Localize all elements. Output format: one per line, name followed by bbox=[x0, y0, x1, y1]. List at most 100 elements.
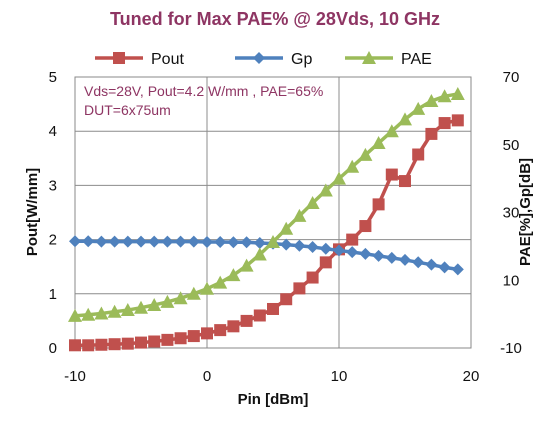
data-point-gp bbox=[359, 247, 372, 260]
series-pae bbox=[68, 86, 465, 322]
data-point-gp bbox=[438, 261, 451, 274]
data-point-gp bbox=[319, 242, 332, 255]
data-point-pout bbox=[438, 117, 451, 130]
data-point-pae bbox=[107, 304, 122, 318]
y-right-tick-label: 30 bbox=[503, 205, 520, 222]
data-point-pout bbox=[280, 293, 293, 306]
data-point-gp bbox=[227, 236, 240, 249]
legend-label: PAE bbox=[401, 51, 432, 68]
data-point-gp bbox=[385, 251, 398, 264]
data-point-gp bbox=[108, 235, 121, 248]
data-point-pae bbox=[226, 268, 241, 282]
data-point-pout bbox=[227, 320, 240, 333]
data-point-pout bbox=[346, 233, 359, 246]
data-point-pae bbox=[305, 196, 320, 210]
x-tick-label: 0 bbox=[203, 368, 211, 385]
y-left-tick-label: 0 bbox=[49, 340, 57, 357]
annotation-dut: DUT=6x75um bbox=[84, 102, 171, 118]
data-point-pae bbox=[384, 124, 399, 138]
y-left-axis-title: Pout[W/mm] bbox=[24, 168, 41, 256]
y-right-tick-label: -10 bbox=[500, 340, 522, 357]
series-gp bbox=[69, 235, 464, 276]
data-point-gp bbox=[253, 236, 266, 249]
y-left-tick-label: 1 bbox=[49, 286, 57, 303]
legend-item-pout: Pout bbox=[95, 51, 184, 68]
series-line-pae bbox=[74, 92, 459, 318]
y-right-axis-title: PAE[%],Gp[dB] bbox=[517, 158, 534, 266]
annotation-conditions: Vds=28V, Pout=4.2 W/mm , PAE=65% bbox=[84, 83, 323, 99]
data-point-gp bbox=[346, 246, 359, 259]
data-point-pae bbox=[81, 307, 96, 321]
data-point-pae bbox=[345, 159, 360, 173]
y-left-tick-label: 5 bbox=[49, 69, 57, 86]
y-right-tick-label: 70 bbox=[503, 69, 520, 86]
data-point-gp bbox=[425, 258, 438, 271]
data-point-pae bbox=[134, 300, 148, 314]
data-point-pae bbox=[279, 221, 294, 235]
x-tick-labels: -10 0 10 20 bbox=[64, 368, 479, 385]
data-point-pout bbox=[95, 338, 108, 351]
data-point-pout bbox=[69, 339, 81, 352]
data-point-pae bbox=[160, 294, 175, 308]
data-point-gp bbox=[161, 235, 174, 248]
data-point-gp bbox=[451, 263, 464, 276]
data-point-pae bbox=[318, 183, 333, 197]
data-point-pout bbox=[451, 114, 464, 127]
data-point-gp bbox=[240, 236, 253, 249]
data-point-pout bbox=[121, 337, 134, 350]
data-point-gp bbox=[69, 235, 81, 248]
data-point-pae bbox=[450, 86, 465, 100]
data-point-gp bbox=[135, 235, 147, 248]
data-point-pae bbox=[68, 308, 82, 322]
y-left-tick-labels: 0 1 2 3 4 5 bbox=[49, 69, 57, 357]
data-point-pout bbox=[412, 148, 425, 161]
series-layer bbox=[68, 86, 465, 352]
data-point-pae bbox=[173, 291, 188, 305]
series-line-gp bbox=[75, 239, 459, 272]
data-point-pout bbox=[214, 324, 227, 337]
data-point-pout bbox=[267, 302, 279, 315]
data-point-pae bbox=[186, 286, 201, 300]
x-tick-label: 10 bbox=[331, 368, 348, 385]
data-point-pout bbox=[135, 336, 147, 349]
data-point-pout bbox=[161, 333, 174, 346]
data-point-pae bbox=[266, 234, 280, 248]
y-left-tick-label: 2 bbox=[49, 232, 57, 249]
data-point-pae bbox=[424, 94, 439, 108]
x-tick-label: -10 bbox=[64, 368, 86, 385]
data-point-pae bbox=[332, 171, 346, 185]
legend-marker bbox=[253, 52, 265, 64]
data-point-pae bbox=[358, 147, 373, 161]
data-point-gp bbox=[82, 235, 95, 248]
x-axis-title: Pin [dBm] bbox=[238, 391, 309, 408]
data-point-pae bbox=[120, 303, 135, 317]
data-point-pae bbox=[292, 208, 307, 222]
data-point-pae bbox=[94, 306, 109, 320]
y-left-tick-label: 3 bbox=[49, 177, 57, 194]
data-point-gp bbox=[121, 235, 134, 248]
data-point-gp bbox=[333, 244, 345, 257]
data-point-gp bbox=[201, 235, 213, 248]
data-point-pae bbox=[213, 275, 228, 289]
legend: Pout Gp PAE bbox=[95, 51, 432, 68]
data-point-pae bbox=[411, 101, 426, 115]
data-point-pout bbox=[240, 314, 253, 327]
data-point-pae bbox=[239, 258, 254, 272]
plot-frame bbox=[74, 76, 472, 349]
data-point-pae bbox=[147, 297, 162, 311]
data-point-pae bbox=[437, 89, 452, 103]
data-point-pout bbox=[306, 271, 319, 284]
y-right-tick-label: 50 bbox=[503, 137, 520, 154]
data-point-pout bbox=[201, 327, 213, 340]
data-point-gp bbox=[148, 235, 161, 248]
data-point-pout bbox=[108, 338, 121, 351]
data-point-gp bbox=[187, 235, 200, 248]
data-point-pout bbox=[372, 198, 385, 211]
data-point-pout bbox=[187, 330, 200, 343]
legend-marker bbox=[362, 51, 376, 64]
data-point-pout bbox=[253, 309, 266, 322]
y-right-tick-label: 10 bbox=[503, 272, 520, 289]
data-point-pae bbox=[200, 281, 214, 295]
y-left-tick-label: 4 bbox=[49, 123, 57, 140]
